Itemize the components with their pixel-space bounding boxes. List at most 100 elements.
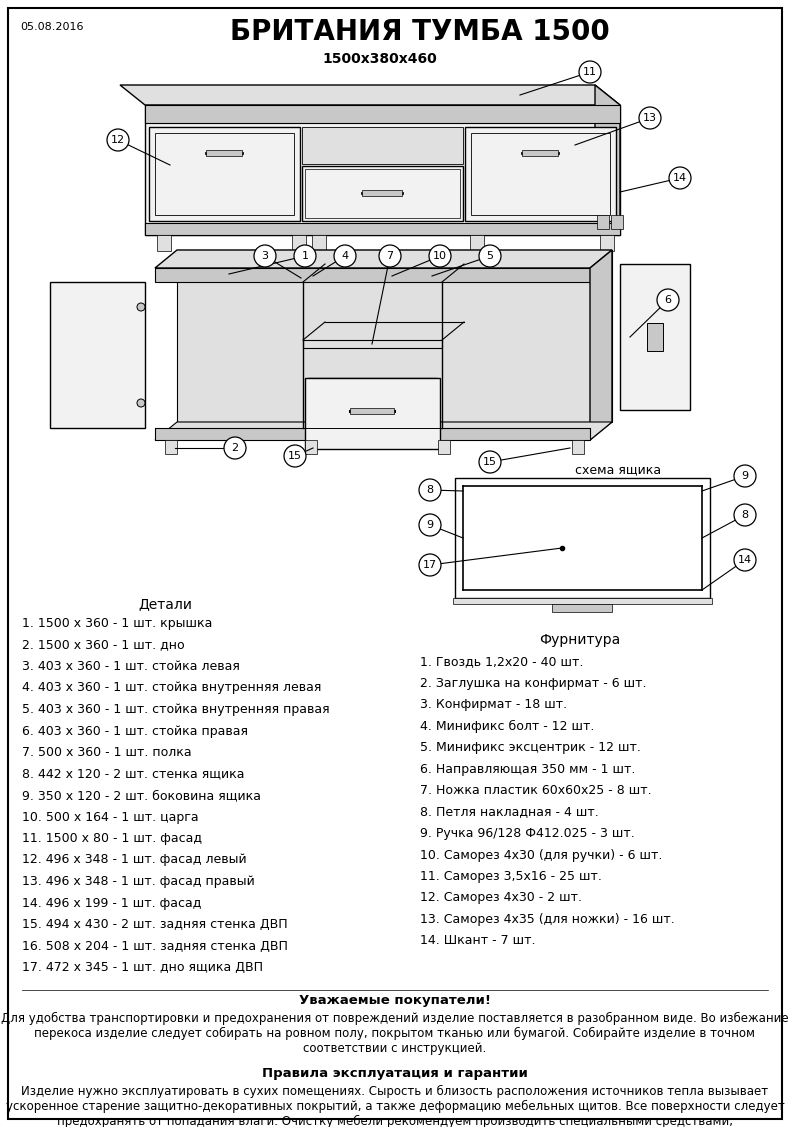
Text: 10: 10 (433, 251, 447, 261)
Circle shape (639, 107, 661, 128)
Text: 10. 500 х 164 - 1 шт. царга: 10. 500 х 164 - 1 шт. царга (22, 810, 198, 824)
Polygon shape (177, 250, 612, 421)
Text: Детали: Детали (138, 597, 192, 611)
Polygon shape (552, 604, 612, 612)
Text: 5. Минификс эксцентрик - 12 шт.: 5. Минификс эксцентрик - 12 шт. (420, 740, 641, 754)
Polygon shape (155, 133, 294, 215)
Polygon shape (465, 127, 616, 221)
Polygon shape (50, 282, 145, 428)
Polygon shape (308, 378, 437, 444)
Text: 13. Саморез 4х35 (для ножки) - 16 шт.: 13. Саморез 4х35 (для ножки) - 16 шт. (420, 913, 675, 926)
Polygon shape (145, 105, 620, 123)
Polygon shape (470, 236, 484, 251)
Text: Фурнитура: Фурнитура (540, 633, 621, 647)
Circle shape (137, 303, 145, 311)
Text: 14. Шкант - 7 шт.: 14. Шкант - 7 шт. (420, 934, 536, 948)
Text: 3. Конфирмат - 18 шт.: 3. Конфирмат - 18 шт. (420, 698, 567, 711)
Polygon shape (471, 133, 610, 215)
Circle shape (224, 437, 246, 459)
Polygon shape (292, 236, 306, 251)
Text: 4. 403 х 360 - 1 шт. стойка внутренняя левая: 4. 403 х 360 - 1 шт. стойка внутренняя л… (22, 682, 322, 694)
Circle shape (137, 399, 145, 407)
Text: 2. Заглушка на конфирмат - 6 шт.: 2. Заглушка на конфирмат - 6 шт. (420, 676, 646, 690)
Text: 7. Ножка пластик 60х60х25 - 8 шт.: 7. Ножка пластик 60х60х25 - 8 шт. (420, 784, 652, 797)
Text: 15: 15 (483, 458, 497, 467)
Polygon shape (305, 169, 460, 218)
Polygon shape (155, 268, 590, 282)
Polygon shape (155, 428, 590, 440)
Polygon shape (597, 215, 609, 229)
Text: 6: 6 (664, 295, 672, 305)
Circle shape (429, 245, 451, 267)
Text: 4: 4 (341, 251, 348, 261)
Circle shape (479, 245, 501, 267)
Polygon shape (620, 264, 690, 410)
Polygon shape (453, 598, 712, 604)
Text: 12. Саморез 4х30 - 2 шт.: 12. Саморез 4х30 - 2 шт. (420, 891, 582, 905)
Text: Для удобства транспортировки и предохранения от повреждений изделие поставляется: Для удобства транспортировки и предохран… (2, 1012, 788, 1055)
Polygon shape (303, 340, 442, 348)
Bar (350, 408, 394, 414)
Polygon shape (572, 440, 584, 454)
Circle shape (734, 504, 756, 526)
Text: 8: 8 (742, 511, 749, 520)
Text: 14. 496 х 199 - 1 шт. фасад: 14. 496 х 199 - 1 шт. фасад (22, 896, 201, 909)
Text: 4. Минификс болт - 12 шт.: 4. Минификс болт - 12 шт. (420, 719, 594, 733)
Text: 11: 11 (583, 66, 597, 77)
Circle shape (734, 549, 756, 571)
Circle shape (284, 445, 306, 467)
Text: Уважаемые покупатели!: Уважаемые покупатели! (299, 994, 491, 1008)
Text: 15: 15 (288, 451, 302, 461)
Text: 10. Саморез 4х30 (для ручки) - 6 шт.: 10. Саморез 4х30 (для ручки) - 6 шт. (420, 849, 662, 861)
Text: 6. 403 х 360 - 1 шт. стойка правая: 6. 403 х 360 - 1 шт. стойка правая (22, 725, 248, 737)
Polygon shape (595, 85, 620, 236)
Bar (362, 190, 402, 196)
Bar (206, 150, 242, 156)
Polygon shape (155, 250, 612, 268)
Polygon shape (590, 250, 612, 440)
Text: 14: 14 (738, 554, 752, 565)
Bar (522, 150, 558, 156)
Text: БРИТАНИЯ ТУМБА 1500: БРИТАНИЯ ТУМБА 1500 (230, 18, 610, 46)
Circle shape (419, 479, 441, 502)
Text: 12: 12 (111, 135, 125, 145)
Circle shape (294, 245, 316, 267)
Circle shape (657, 289, 679, 311)
Polygon shape (438, 440, 450, 454)
Circle shape (419, 514, 441, 536)
Circle shape (419, 554, 441, 576)
Polygon shape (145, 223, 620, 236)
Text: 16. 508 х 204 - 1 шт. задняя стенка ДВП: 16. 508 х 204 - 1 шт. задняя стенка ДВП (22, 940, 288, 952)
Text: 9. 350 х 120 - 2 шт. боковина ящика: 9. 350 х 120 - 2 шт. боковина ящика (22, 789, 261, 802)
Text: 6. Направляющая 350 мм - 1 шт.: 6. Направляющая 350 мм - 1 шт. (420, 763, 635, 775)
Polygon shape (155, 421, 612, 440)
Text: 9: 9 (427, 520, 434, 530)
Polygon shape (149, 127, 300, 221)
Text: 14: 14 (673, 174, 687, 183)
Polygon shape (302, 127, 463, 165)
Text: 5: 5 (487, 251, 494, 261)
Text: 05.08.2016: 05.08.2016 (20, 23, 84, 32)
Text: 7: 7 (386, 251, 393, 261)
Polygon shape (145, 105, 620, 236)
Circle shape (107, 128, 129, 151)
Text: 11. Саморез 3,5х16 - 25 шт.: 11. Саморез 3,5х16 - 25 шт. (420, 870, 602, 882)
Text: 1: 1 (302, 251, 309, 261)
Text: Правила эксплуатация и гарантии: Правила эксплуатация и гарантии (262, 1067, 528, 1080)
Text: 2. 1500 х 360 - 1 шт. дно: 2. 1500 х 360 - 1 шт. дно (22, 639, 185, 651)
Text: 8. 442 х 120 - 2 шт. стенка ящика: 8. 442 х 120 - 2 шт. стенка ящика (22, 767, 244, 781)
Polygon shape (305, 378, 440, 449)
Text: 1500x380x460: 1500x380x460 (322, 52, 438, 66)
Polygon shape (120, 85, 620, 105)
Circle shape (254, 245, 276, 267)
Text: 3: 3 (261, 251, 269, 261)
Text: 5. 403 х 360 - 1 шт. стойка внутренняя правая: 5. 403 х 360 - 1 шт. стойка внутренняя п… (22, 703, 329, 716)
Text: 13: 13 (643, 113, 657, 123)
Polygon shape (611, 215, 623, 229)
Polygon shape (600, 236, 614, 251)
Circle shape (734, 465, 756, 487)
Circle shape (579, 61, 601, 83)
Text: 9: 9 (742, 471, 749, 481)
Text: Изделие нужно эксплуатировать в сухих помещениях. Сырость и близость расположени: Изделие нужно эксплуатировать в сухих по… (6, 1085, 784, 1127)
Text: 9. Ручка 96/128 Ф412.025 - 3 шт.: 9. Ручка 96/128 Ф412.025 - 3 шт. (420, 827, 634, 840)
